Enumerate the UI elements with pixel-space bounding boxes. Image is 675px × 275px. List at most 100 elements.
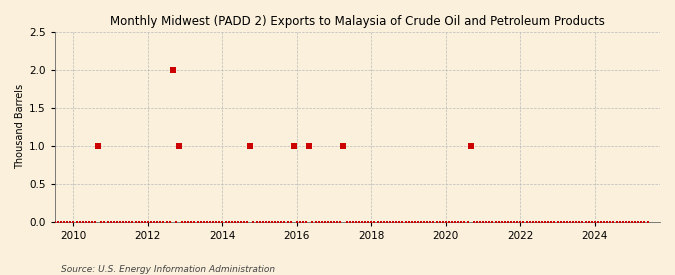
- Point: [348, 219, 358, 224]
- Point: [481, 219, 491, 224]
- Point: [286, 219, 296, 224]
- Point: [412, 219, 423, 224]
- Point: [372, 219, 383, 224]
- Point: [431, 219, 442, 224]
- Point: [325, 219, 336, 224]
- Point: [344, 219, 355, 224]
- Point: [270, 219, 281, 224]
- Point: [356, 219, 367, 224]
- Point: [49, 219, 60, 224]
- Point: [614, 219, 625, 224]
- Point: [595, 219, 606, 224]
- Point: [242, 219, 252, 224]
- Point: [630, 219, 641, 224]
- Point: [80, 219, 91, 224]
- Point: [546, 219, 557, 224]
- Point: [294, 219, 305, 224]
- Point: [403, 219, 414, 224]
- Point: [633, 219, 644, 224]
- Point: [484, 219, 495, 224]
- Point: [177, 219, 188, 224]
- Point: [211, 219, 221, 224]
- Point: [155, 219, 166, 224]
- Point: [230, 219, 240, 224]
- Point: [574, 219, 585, 224]
- Point: [53, 219, 63, 224]
- Point: [142, 219, 153, 224]
- Point: [624, 219, 634, 224]
- Point: [580, 219, 591, 224]
- Point: [111, 219, 122, 224]
- Point: [86, 219, 97, 224]
- Point: [121, 219, 132, 224]
- Point: [180, 219, 190, 224]
- Point: [292, 219, 302, 224]
- Point: [506, 219, 516, 224]
- Point: [381, 219, 392, 224]
- Point: [298, 219, 308, 224]
- Point: [459, 219, 470, 224]
- Point: [456, 219, 467, 224]
- Point: [335, 219, 346, 224]
- Point: [338, 144, 349, 148]
- Point: [279, 219, 290, 224]
- Point: [198, 219, 209, 224]
- Point: [366, 219, 377, 224]
- Point: [620, 219, 631, 224]
- Point: [478, 219, 489, 224]
- Point: [587, 219, 597, 224]
- Point: [450, 219, 460, 224]
- Point: [387, 219, 398, 224]
- Point: [602, 219, 613, 224]
- Point: [71, 219, 82, 224]
- Point: [140, 219, 151, 224]
- Point: [317, 219, 327, 224]
- Point: [161, 219, 172, 224]
- Point: [183, 219, 194, 224]
- Point: [239, 219, 250, 224]
- Point: [186, 219, 197, 224]
- Point: [410, 219, 421, 224]
- Point: [205, 219, 215, 224]
- Point: [226, 219, 237, 224]
- Point: [626, 219, 637, 224]
- Point: [273, 219, 284, 224]
- Point: [422, 219, 433, 224]
- Point: [304, 144, 315, 148]
- Point: [267, 219, 277, 224]
- Point: [223, 219, 234, 224]
- Point: [500, 219, 510, 224]
- Point: [102, 219, 113, 224]
- Point: [543, 219, 554, 224]
- Point: [394, 219, 405, 224]
- Point: [195, 219, 206, 224]
- Point: [363, 219, 374, 224]
- Point: [416, 219, 427, 224]
- Point: [282, 219, 293, 224]
- Point: [487, 219, 497, 224]
- Point: [202, 219, 213, 224]
- Point: [453, 219, 464, 224]
- Point: [173, 144, 184, 148]
- Point: [639, 219, 650, 224]
- Point: [636, 219, 647, 224]
- Point: [611, 219, 622, 224]
- Point: [248, 219, 259, 224]
- Point: [509, 219, 520, 224]
- Point: [589, 219, 600, 224]
- Point: [59, 219, 70, 224]
- Point: [512, 219, 522, 224]
- Point: [493, 219, 504, 224]
- Point: [642, 219, 653, 224]
- Point: [350, 219, 361, 224]
- Point: [425, 219, 436, 224]
- Point: [109, 219, 119, 224]
- Point: [527, 219, 538, 224]
- Point: [257, 219, 268, 224]
- Point: [540, 219, 551, 224]
- Point: [124, 219, 135, 224]
- Point: [397, 219, 408, 224]
- Point: [220, 219, 231, 224]
- Point: [441, 219, 452, 224]
- Point: [263, 219, 274, 224]
